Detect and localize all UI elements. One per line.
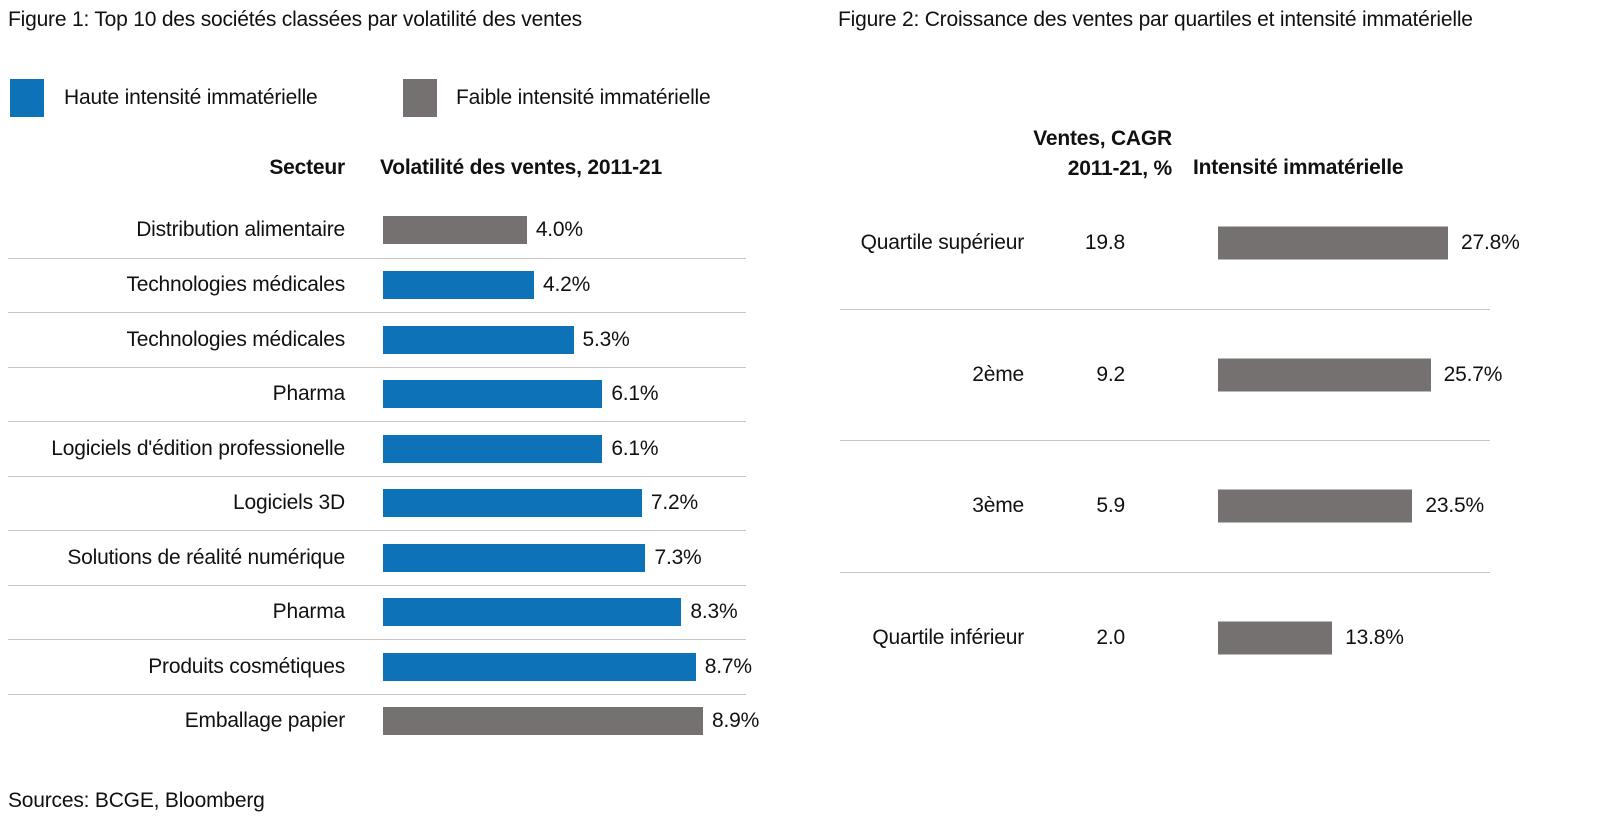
intensity-value: 25.7% xyxy=(1443,362,1503,386)
cagr-value: 9.2 xyxy=(1096,362,1125,386)
figure1-row: Produits cosmétiques 8.7% xyxy=(8,639,752,694)
quartile-label: Quartile supérieur xyxy=(860,230,1025,254)
sources-note: Sources: BCGE, Bloomberg xyxy=(8,789,265,812)
volatility-bar xyxy=(383,271,534,300)
volatility-bar xyxy=(383,652,696,681)
volatility-bar xyxy=(383,380,603,409)
legend-swatch-faible-icon xyxy=(403,79,437,117)
figure2-title: Figure 2: Croissance des ventes par quar… xyxy=(838,8,1473,31)
intensity-bar xyxy=(1218,621,1333,655)
legend-swatch-haute-icon xyxy=(10,79,44,117)
volatility-bar xyxy=(383,598,682,627)
volatility-value: 6.1% xyxy=(611,382,659,406)
sector-label: Technologies médicales xyxy=(126,327,345,351)
sector-label: Produits cosmétiques xyxy=(148,654,345,678)
volatility-value: 7.3% xyxy=(654,545,702,569)
figure2-row: 3ème 5.9 23.5% xyxy=(840,440,1490,572)
figure2-column-header-cagr: Ventes, CAGR 2011-21, % xyxy=(972,124,1172,184)
figure1-column-header-volatility: Volatilité des ventes, 2011-21 xyxy=(380,156,662,179)
sector-label: Logiciels 3D xyxy=(233,491,345,515)
intensity-bar xyxy=(1218,358,1431,392)
figure2-column-header-cagr-line2: 2011-21, % xyxy=(1067,157,1172,180)
cagr-value: 19.8 xyxy=(1084,230,1125,254)
volatility-bar xyxy=(383,489,642,518)
figure1-row: Technologies médicales 4.2% xyxy=(8,257,746,313)
volatility-value: 4.0% xyxy=(535,218,583,242)
volatility-bar xyxy=(383,707,703,736)
figure1-row: Pharma 8.3% xyxy=(8,584,746,640)
volatility-bar xyxy=(383,434,603,463)
sector-label: Logiciels d'édition professionelle xyxy=(51,436,345,460)
intensity-value: 23.5% xyxy=(1425,494,1484,518)
figure1-row: Technologies médicales 5.3% xyxy=(8,312,746,367)
intensity-value: 13.8% xyxy=(1345,625,1404,649)
figure1-legend: Haute intensité immatérielle Faible inte… xyxy=(0,78,800,118)
sector-label: Solutions de réalité numérique xyxy=(67,545,345,569)
figure1-row: Distribution alimentaire 4.0% xyxy=(8,203,746,258)
figure1-row: Emballage papier 8.9% xyxy=(8,693,759,749)
figure2-row: Quartile inférieur 2.0 13.8% xyxy=(840,571,1490,704)
quartile-label: Quartile inférieur xyxy=(872,625,1024,649)
sector-label: Technologies médicales xyxy=(126,273,345,297)
cagr-value: 2.0 xyxy=(1096,625,1125,649)
volatility-value: 8.3% xyxy=(690,600,738,624)
legend-label-haute: Haute intensité immatérielle xyxy=(64,86,318,109)
volatility-bar xyxy=(383,543,646,572)
legend-label-faible: Faible intensité immatérielle xyxy=(456,86,711,109)
volatility-bar xyxy=(383,216,527,245)
quartile-label: 2ème xyxy=(972,362,1024,386)
sector-label: Pharma xyxy=(272,600,346,624)
figure1-title: Figure 1: Top 10 des sociétés classées p… xyxy=(8,8,582,31)
figure2-row: Quartile supérieur 19.8 27.8% xyxy=(840,177,1520,309)
volatility-value: 8.9% xyxy=(712,709,760,733)
figure2-column-header-cagr-line1: Ventes, CAGR xyxy=(1033,127,1172,150)
volatility-value: 5.3% xyxy=(582,327,630,351)
figure1-row: Solutions de réalité numérique 7.3% xyxy=(8,530,746,585)
sector-label: Emballage papier xyxy=(184,709,345,733)
volatility-value: 6.1% xyxy=(611,436,659,460)
volatility-value: 7.2% xyxy=(650,491,698,515)
intensity-bar xyxy=(1218,489,1413,523)
volatility-value: 4.2% xyxy=(543,273,591,297)
intensity-bar xyxy=(1218,226,1448,260)
figure2-column-header-intensity: Intensité immatérielle xyxy=(1193,156,1404,179)
sector-label: Pharma xyxy=(272,382,346,406)
figure1-column-header-sector: Secteur xyxy=(269,156,345,179)
figure2-row: 2ème 9.2 25.7% xyxy=(840,308,1502,441)
volatility-bar xyxy=(383,325,574,354)
figure1-row: Pharma 6.1% xyxy=(8,366,746,422)
quartile-label: 3ème xyxy=(972,494,1024,518)
figure1-row: Logiciels 3D 7.2% xyxy=(8,475,746,531)
figure1-row: Logiciels d'édition professionelle 6.1% xyxy=(8,421,746,476)
intensity-value: 27.8% xyxy=(1461,230,1520,254)
sector-label: Distribution alimentaire xyxy=(136,218,345,242)
cagr-value: 5.9 xyxy=(1096,494,1125,518)
volatility-value: 8.7% xyxy=(704,654,752,678)
